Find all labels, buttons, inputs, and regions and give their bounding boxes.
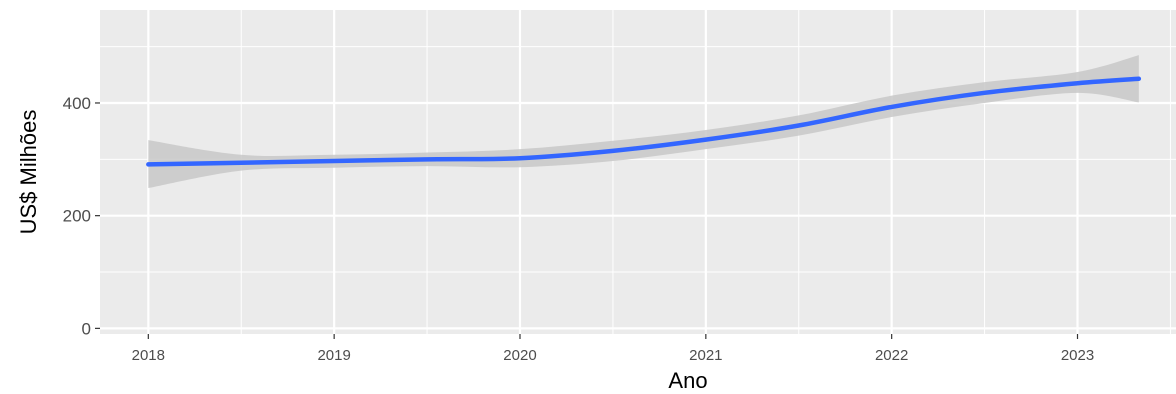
plot-panel [100, 10, 1176, 334]
grid-minor [100, 10, 1176, 334]
grid-major [100, 10, 1176, 334]
y-tick-label: 400 [63, 94, 91, 113]
trend-line [146, 76, 1142, 167]
x-tick-label: 2021 [689, 347, 722, 364]
y-tick-label: 200 [63, 207, 91, 226]
x-tick-label: 2020 [503, 347, 536, 364]
y-axis-ticks: 0 200 400 [63, 94, 100, 338]
x-tick-label: 2018 [132, 347, 165, 364]
x-tick-label: 2022 [875, 347, 908, 364]
x-tick-label: 2023 [1061, 347, 1094, 364]
confidence-ribbon [148, 55, 1139, 189]
x-tick-label: 2019 [317, 347, 350, 364]
x-axis-ticks: 2018 2019 2020 2021 2022 2023 [132, 334, 1094, 364]
y-tick-label: 0 [82, 319, 91, 338]
x-axis-title: Ano [668, 368, 707, 393]
y-axis-title: US$ Milhões [16, 110, 41, 235]
